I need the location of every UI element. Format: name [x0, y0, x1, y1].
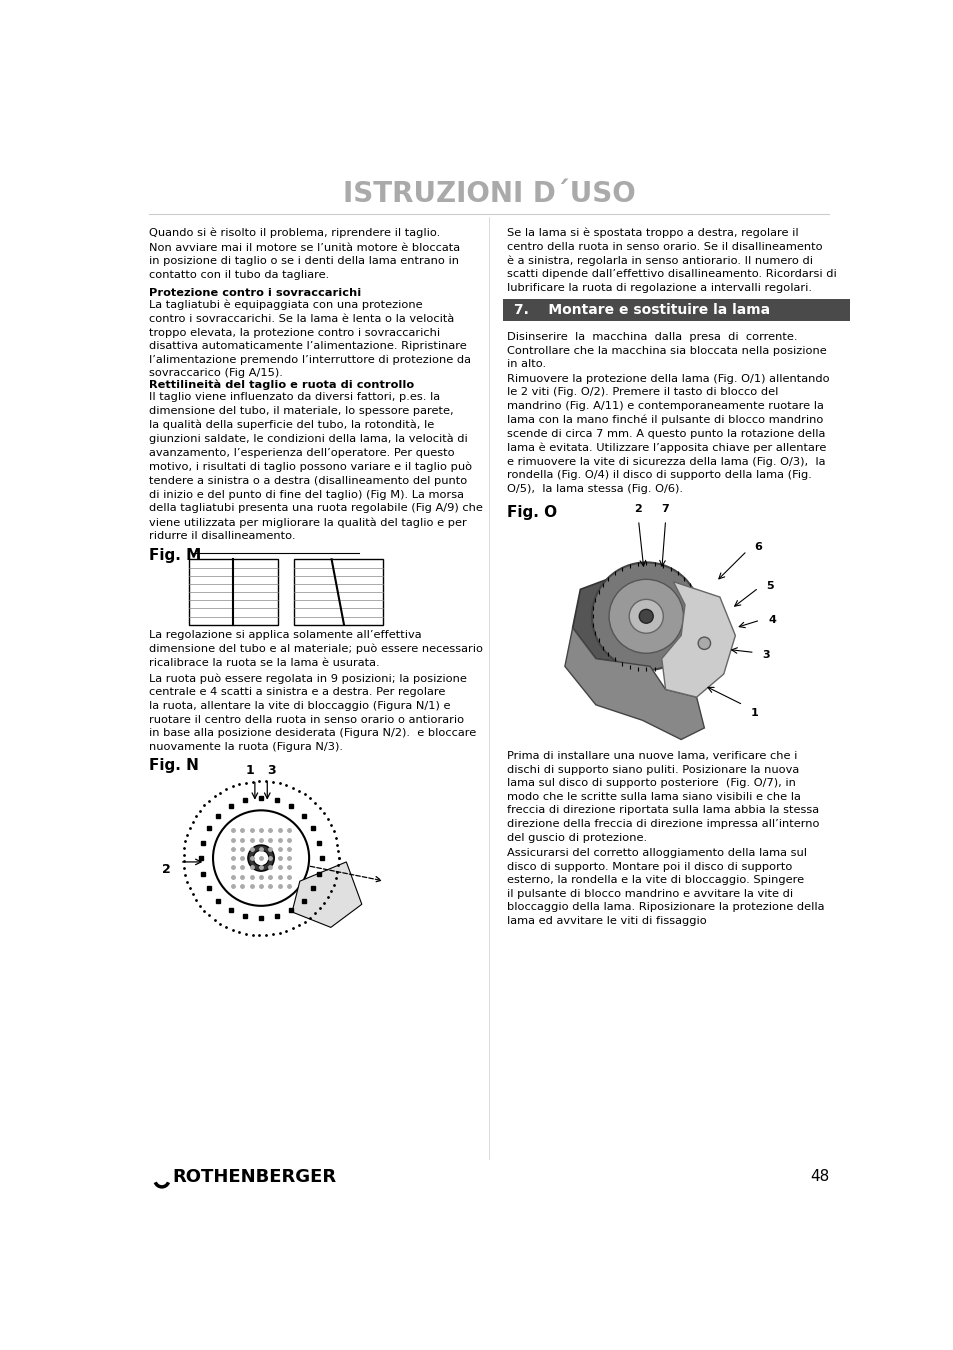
- Text: 7: 7: [661, 504, 669, 513]
- Text: Prima di installare una nuove lama, verificare che i
dischi di supporto siano pu: Prima di installare una nuove lama, veri…: [506, 751, 819, 842]
- Circle shape: [639, 609, 653, 624]
- Polygon shape: [572, 578, 696, 667]
- Circle shape: [608, 579, 682, 653]
- Text: Assicurarsi del corretto alloggiamento della lama sul
disco di supporto. Montare: Assicurarsi del corretto alloggiamento d…: [506, 848, 823, 926]
- Text: Protezione contro i sovraccarichi: Protezione contro i sovraccarichi: [149, 288, 360, 297]
- Text: 3: 3: [761, 649, 769, 660]
- Circle shape: [698, 637, 710, 649]
- Text: Non avviare mai il motore se l’unità motore è bloccata
in posizione di taglio o : Non avviare mai il motore se l’unità mot…: [149, 243, 459, 279]
- Text: La tagliatubi è equipaggiata con una protezione
contro i sovraccarichi. Se la la: La tagliatubi è equipaggiata con una pro…: [149, 300, 470, 378]
- Text: 7.    Montare e sostituire la lama: 7. Montare e sostituire la lama: [514, 302, 770, 317]
- Text: 2: 2: [162, 863, 171, 876]
- Text: Rimuovere la protezione della lama (Fig. O/1) allentando
le 2 viti (Fig. O/2). P: Rimuovere la protezione della lama (Fig.…: [506, 374, 828, 494]
- Text: Fig. M: Fig. M: [149, 548, 201, 563]
- Text: La regolazione si applica solamente all’effettiva
dimensione del tubo e al mater: La regolazione si applica solamente all’…: [149, 630, 482, 668]
- Polygon shape: [564, 628, 703, 740]
- Circle shape: [253, 850, 269, 865]
- Text: Il taglio viene influenzato da diversi fattori, p.es. la
dimensione del tubo, il: Il taglio viene influenzato da diversi f…: [149, 393, 482, 541]
- Text: ROTHENBERGER: ROTHENBERGER: [172, 1168, 335, 1185]
- Text: 1: 1: [750, 707, 758, 718]
- Bar: [189, 559, 278, 625]
- Text: 4: 4: [768, 616, 776, 625]
- Circle shape: [592, 563, 700, 670]
- Bar: [294, 559, 382, 625]
- Text: ISTRUZIONI D´USO: ISTRUZIONI D´USO: [342, 181, 635, 208]
- Polygon shape: [661, 582, 735, 697]
- Text: Se la lama si è spostata troppo a destra, regolare il
centro della ruota in sens: Se la lama si è spostata troppo a destra…: [506, 227, 836, 293]
- Text: La ruota può essere regolata in 9 posizioni; la posizione
centrale e 4 scatti a : La ruota può essere regolata in 9 posizi…: [149, 674, 476, 752]
- Bar: [502, 300, 849, 320]
- Text: 2: 2: [634, 504, 641, 513]
- Text: Quando si è risolto il problema, riprendere il taglio.: Quando si è risolto il problema, riprend…: [149, 227, 439, 238]
- Text: 6: 6: [754, 541, 761, 552]
- Text: Disinserire  la  macchina  dalla  presa  di  corrente.
Controllare che la macchi: Disinserire la macchina dalla presa di c…: [506, 332, 825, 370]
- Text: 1: 1: [246, 764, 254, 776]
- Text: 48: 48: [809, 1169, 828, 1184]
- Text: 3: 3: [268, 764, 276, 776]
- Text: Rettilineità del taglio e ruota di controllo: Rettilineità del taglio e ruota di contr…: [149, 379, 414, 390]
- Polygon shape: [292, 861, 361, 927]
- Text: Fig. O: Fig. O: [506, 505, 557, 520]
- Text: Fig. N: Fig. N: [149, 757, 198, 774]
- Text: 5: 5: [765, 580, 773, 590]
- Circle shape: [248, 845, 274, 871]
- Circle shape: [629, 599, 662, 633]
